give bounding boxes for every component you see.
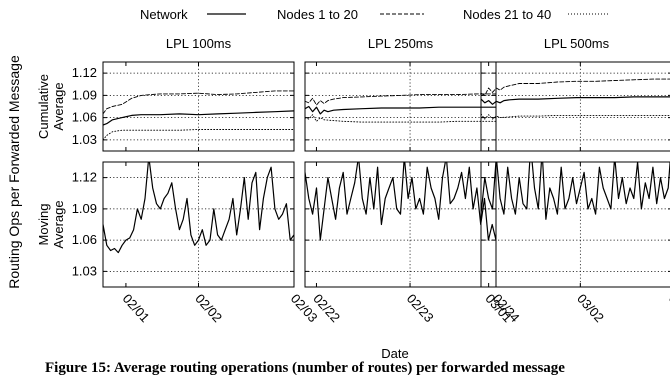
x-axis-title: Date	[381, 346, 408, 361]
y-tick-label: 1.12	[72, 170, 97, 185]
column-title-2: LPL 500ms	[544, 36, 610, 51]
y-tick-label: 1.12	[72, 65, 97, 80]
series-line-nodes-21-to-40	[103, 129, 294, 141]
series-group	[103, 162, 294, 254]
series-line-nodes-1-to-20	[481, 78, 670, 96]
panel-frame	[480, 61, 670, 152]
series-line-network	[103, 162, 294, 254]
column-title-1: LPL 250ms	[368, 36, 434, 51]
series-line-nodes-21-to-40	[305, 114, 496, 123]
x-tick-label: 02/02	[192, 291, 225, 325]
legend-label-0: Network	[140, 7, 188, 22]
row-label-1-0: Moving	[36, 204, 51, 246]
series-line-network	[481, 96, 670, 105]
series-group	[481, 78, 670, 120]
panel-0-1: 1.12 1.09 1.06 1.03	[72, 161, 295, 288]
series-group	[103, 90, 294, 141]
x-tick-label: 02/23	[404, 291, 437, 325]
series-line-nodes-1-to-20	[103, 90, 294, 115]
series-line-nodes-1-to-20	[305, 93, 496, 106]
series-line-network	[481, 162, 670, 220]
series-line-network	[103, 110, 294, 126]
panel-1-0	[304, 61, 497, 152]
y-tick-label: 1.06	[72, 110, 97, 125]
panel-1-1	[304, 161, 497, 288]
row-label-0-1: Average	[51, 82, 66, 130]
panel-2-1	[480, 161, 670, 288]
y-tick-label: 1.03	[72, 132, 97, 147]
series-group	[305, 93, 496, 123]
panel-frame	[102, 61, 295, 152]
row-label-1-1: Average	[51, 200, 66, 248]
legend-label-1: Nodes 1 to 20	[277, 7, 358, 22]
y-axis-title: Routing Ops per Forwarded Message	[6, 55, 22, 289]
x-tick-label: 03/02	[574, 291, 607, 325]
y-tick-label: 1.09	[72, 201, 97, 216]
legend: Network Nodes 1 to 20 Nodes 21 to 40	[140, 7, 608, 22]
panel-frame	[304, 161, 497, 288]
figure-caption: Figure 15: Average routing operations (n…	[45, 360, 565, 375]
column-title-0: LPL 100ms	[166, 36, 232, 51]
panel-frame	[304, 61, 497, 152]
column-titles: LPL 100ms LPL 250ms LPL 500ms	[166, 36, 610, 51]
x-tick-label: 03/03	[666, 291, 670, 325]
row-label-0-0: Cumulative	[36, 74, 51, 139]
y-tick-label: 1.06	[72, 232, 97, 247]
panel-0-0: 1.12 1.09 1.06 1.03	[72, 61, 295, 152]
legend-label-2: Nodes 21 to 40	[463, 7, 551, 22]
chart-panels: 1.12 1.09 1.06 1.03 1.12 1.09 1.06 1.03 02/01 02/…	[72, 61, 670, 325]
series-group	[305, 162, 496, 241]
y-tick-label: 1.03	[72, 263, 97, 278]
panel-2-0	[480, 61, 670, 152]
series-line-nodes-21-to-40	[481, 113, 670, 120]
series-line-network	[305, 162, 496, 241]
panel-frame	[480, 161, 670, 288]
series-line-network	[305, 105, 496, 115]
panel-frame	[102, 161, 295, 288]
x-tick-label: 02/01	[120, 291, 153, 325]
y-tick-label: 1.09	[72, 87, 97, 102]
series-group	[481, 162, 670, 220]
